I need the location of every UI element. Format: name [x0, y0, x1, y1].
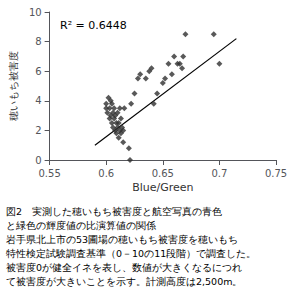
svg-text:と緑色の輝度値の比演算値の関係: と緑色の輝度値の比演算値の関係 — [6, 220, 156, 231]
svg-text:4: 4 — [35, 95, 41, 106]
svg-text:て被害度が大きいことを示す。計測高度は2,500m。: て被害度が大きいことを示す。計測高度は2,500m。 — [6, 276, 242, 287]
svg-text:特性検定試験調査基準（0－10の11段階）で調査した。: 特性検定試験調査基準（0－10の11段階）で調査した。 — [6, 248, 256, 259]
svg-text:0.75: 0.75 — [265, 168, 287, 179]
svg-text:0: 0 — [35, 155, 41, 166]
svg-text:穂いもち被害度: 穂いもち被害度 — [8, 51, 19, 121]
svg-text:10: 10 — [29, 7, 42, 18]
svg-text:被害度0が健全イネを表し、数値が大きくなるにつれ: 被害度0が健全イネを表し、数値が大きくなるにつれ — [6, 262, 242, 273]
svg-text:岩手県北上市の53圃場の穂いもち被害度を穂いもち: 岩手県北上市の53圃場の穂いもち被害度を穂いもち — [6, 234, 238, 245]
svg-text:6: 6 — [35, 66, 41, 77]
svg-text:0.7: 0.7 — [211, 168, 227, 179]
svg-text:図2 実測した穂いもち被害度と航空写真の青色: 図2 実測した穂いもち被害度と航空写真の青色 — [6, 206, 222, 217]
svg-text:2: 2 — [35, 125, 41, 136]
svg-text:Blue/Green: Blue/Green — [132, 181, 193, 194]
svg-text:0.65: 0.65 — [152, 168, 174, 179]
svg-text:0.55: 0.55 — [38, 168, 60, 179]
svg-text:R² = 0.6448: R² = 0.6448 — [60, 19, 127, 32]
svg-text:0.6: 0.6 — [98, 168, 114, 179]
svg-text:8: 8 — [35, 36, 41, 47]
